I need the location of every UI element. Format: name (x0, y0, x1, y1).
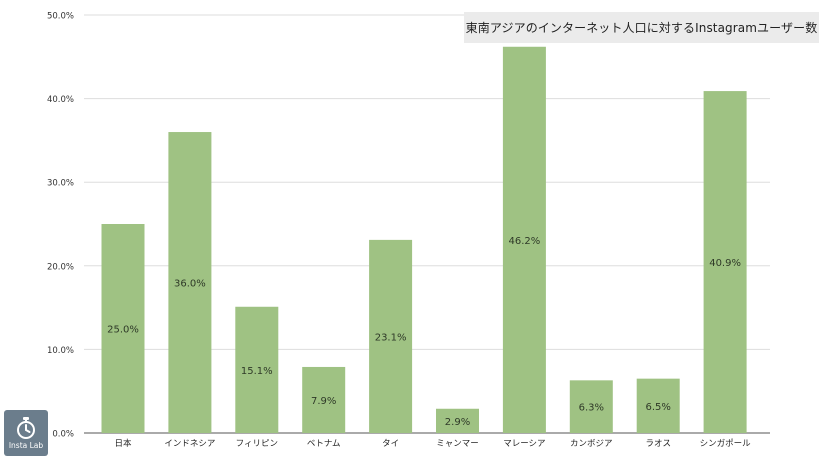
chart-title: 東南アジアのインターネット人口に対するInstagramユーザー数 (464, 12, 819, 43)
data-label: 6.3% (579, 403, 604, 414)
x-axis-ticks: 日本 インドネシア フィリピン ベトナム タイ ミャンマー マレーシア カンボジア ラオス シンガ… (114, 438, 751, 449)
data-label: 36.0% (174, 279, 206, 290)
bar-5 (436, 408, 479, 433)
x-tick-label: インドネシア (164, 439, 215, 449)
data-label: 7.9% (311, 396, 336, 407)
data-label: 6.5% (645, 402, 670, 413)
x-tick-label: タイ (382, 439, 399, 449)
x-tick-label: ミャンマー (436, 439, 479, 449)
bar-9 (703, 91, 747, 434)
y-tick-label: 40.0% (47, 95, 74, 105)
logo-text: Insta Lab (8, 441, 44, 450)
bar-6 (502, 46, 546, 433)
y-tick-label: 20.0% (47, 262, 74, 272)
data-labels: 25.0% 36.0% 15.1% 7.9% 23.1% 2.9% 46.2% 6.3% 6.5… (107, 236, 741, 428)
y-tick-label: 10.0% (47, 346, 74, 356)
bar-1 (168, 132, 212, 434)
insta-lab-logo: Insta Lab (4, 410, 48, 456)
x-tick-label: 日本 (114, 438, 132, 449)
x-tick-label: ラオス (645, 439, 671, 449)
bars (101, 46, 747, 434)
y-tick-label: 50.0% (47, 12, 74, 22)
bar-4 (369, 239, 413, 433)
x-tick-label: マレーシア (503, 439, 545, 449)
bar-3 (302, 366, 346, 433)
data-label: 15.1% (241, 366, 273, 377)
bar-8 (636, 378, 680, 433)
data-label: 25.0% (107, 325, 139, 336)
data-label: 46.2% (509, 236, 541, 247)
x-tick-label: ベトナム (307, 439, 341, 449)
x-tick-label: フィリピン (236, 439, 278, 449)
x-tick-label: カンボジア (570, 439, 613, 449)
data-label: 40.9% (709, 258, 741, 269)
y-axis-ticks: 0.0% 10.0% 20.0% 30.0% 40.0% 50.0% (47, 12, 74, 440)
bar-7 (569, 380, 613, 433)
y-tick-label: 0.0% (52, 430, 74, 440)
y-tick-label: 30.0% (47, 179, 74, 189)
data-label: 2.9% (445, 417, 470, 428)
bar-2 (235, 306, 279, 433)
bar-0 (101, 224, 145, 433)
x-tick-label: シンガポール (700, 438, 752, 449)
stopwatch-icon (17, 417, 35, 439)
data-label: 23.1% (375, 332, 407, 343)
